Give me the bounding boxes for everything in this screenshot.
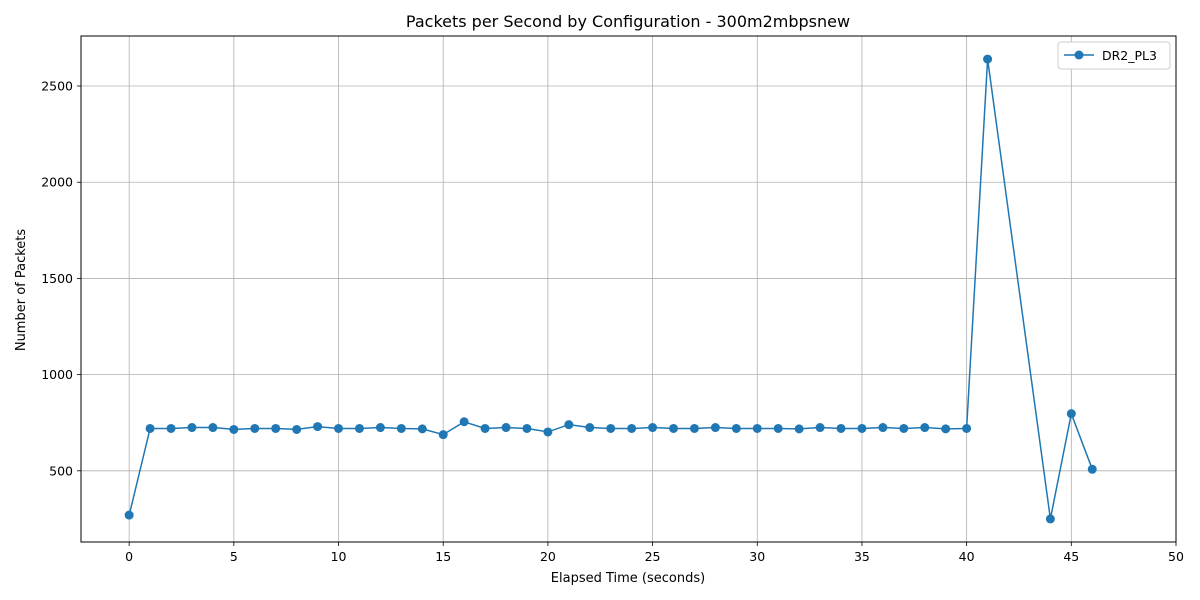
legend-marker — [1074, 50, 1084, 60]
legend-box — [1057, 41, 1171, 70]
data-point — [878, 423, 888, 433]
data-point — [459, 417, 469, 427]
chart-title: Packets per Second by Configuration - 30… — [406, 12, 850, 31]
data-point — [920, 423, 930, 433]
data-point — [124, 510, 134, 520]
x-tick-label: 15 — [435, 549, 451, 564]
x-tick-label: 25 — [645, 549, 661, 564]
x-tick-label: 0 — [125, 549, 133, 564]
data-point — [375, 423, 385, 433]
data-point — [166, 423, 176, 433]
data-point — [941, 424, 951, 434]
data-point — [815, 423, 825, 433]
x-tick-label: 35 — [854, 549, 870, 564]
data-point — [899, 423, 909, 433]
legend-label: DR2_PL3 — [1102, 48, 1157, 63]
data-point — [857, 423, 867, 433]
y-tick-label: 1000 — [41, 367, 73, 382]
x-tick-label: 50 — [1168, 549, 1184, 564]
data-point — [836, 423, 846, 433]
data-point — [543, 427, 553, 437]
data-point — [585, 423, 595, 433]
data-point — [962, 423, 972, 433]
data-point — [983, 54, 993, 64]
y-axis-label: Number of Packets — [14, 229, 29, 352]
data-point — [1087, 464, 1097, 474]
data-point — [564, 420, 574, 430]
data-point — [145, 423, 155, 433]
data-point — [1066, 409, 1076, 419]
data-point — [606, 423, 616, 433]
data-point — [334, 423, 344, 433]
data-point — [501, 423, 511, 433]
data-point — [354, 423, 364, 433]
y-tick-label: 2500 — [41, 79, 73, 94]
y-tick-label: 2000 — [41, 175, 73, 190]
plot-area-frame — [80, 35, 1177, 543]
data-point — [627, 423, 637, 433]
axis-ticks: 0 5 10 15 20 25 30 35 40 45 50 500 1000 1500 2000 2500 — [41, 79, 1184, 564]
legend: DR2_PL3 — [1057, 41, 1171, 70]
data-point — [522, 423, 532, 433]
x-tick-label: 5 — [230, 549, 238, 564]
y-tick-label: 500 — [49, 463, 73, 478]
data-point — [396, 423, 406, 433]
x-axis-label: Elapsed Time (seconds) — [551, 571, 705, 586]
data-point — [689, 423, 699, 433]
x-tick-label: 40 — [959, 549, 975, 564]
data-point — [648, 423, 658, 433]
x-tick-label: 10 — [331, 549, 347, 564]
data-point — [313, 422, 323, 432]
data-point — [480, 423, 490, 433]
data-point — [187, 423, 197, 433]
data-point — [710, 423, 720, 433]
x-tick-label: 20 — [540, 549, 556, 564]
data-point — [271, 423, 281, 433]
x-tick-label: 45 — [1063, 549, 1079, 564]
data-point — [752, 423, 762, 433]
data-point — [669, 423, 679, 433]
data-point — [208, 423, 218, 433]
data-point — [417, 424, 427, 434]
data-point — [731, 423, 741, 433]
data-point — [229, 424, 239, 434]
x-tick-label: 30 — [749, 549, 765, 564]
series-layer — [124, 54, 1097, 524]
data-point — [292, 424, 302, 434]
data-point — [794, 424, 804, 434]
y-tick-label: 1500 — [41, 271, 73, 286]
data-point — [1045, 514, 1055, 524]
data-point — [250, 423, 260, 433]
data-point — [438, 430, 448, 440]
data-point — [773, 423, 783, 433]
